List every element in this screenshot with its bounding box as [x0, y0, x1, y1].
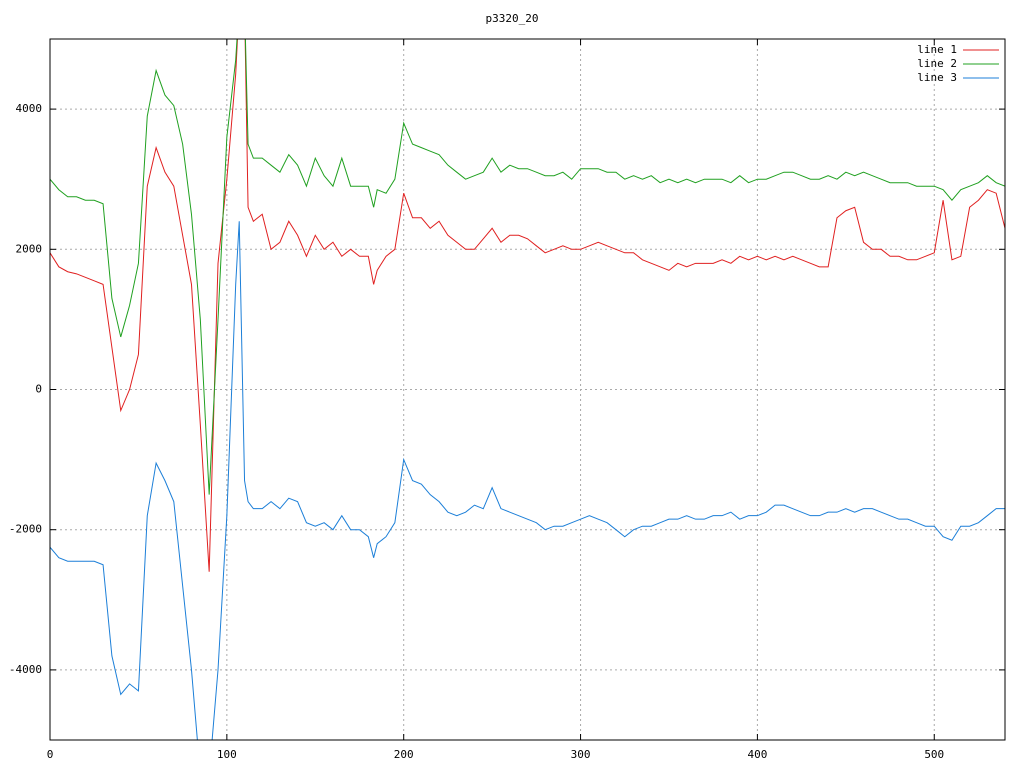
x-tick-label: 500	[924, 748, 944, 761]
x-tick-label: 200	[394, 748, 414, 761]
data-line	[50, 39, 1005, 572]
x-tick-label: 0	[47, 748, 54, 761]
plot-lines	[50, 39, 1005, 740]
data-line	[50, 221, 1005, 740]
legend-label: line 1	[917, 43, 957, 56]
x-tick-label: 400	[747, 748, 767, 761]
y-tick-label: 2000	[16, 242, 43, 255]
legend-label: line 3	[917, 71, 957, 84]
data-line	[50, 39, 1005, 495]
y-tick-label: -2000	[9, 523, 42, 536]
y-tick-label: -4000	[9, 663, 42, 676]
x-tick-label: 100	[217, 748, 237, 761]
chart-title: p3320_20	[486, 12, 539, 25]
legend-label: line 2	[917, 57, 957, 70]
y-tick-label: 4000	[16, 102, 43, 115]
x-tick-label: 300	[571, 748, 591, 761]
y-tick-label: 0	[35, 383, 42, 396]
